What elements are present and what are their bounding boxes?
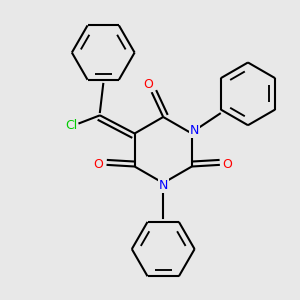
Text: N: N: [158, 179, 168, 192]
Text: Cl: Cl: [65, 119, 77, 132]
Text: O: O: [222, 158, 232, 171]
Text: N: N: [190, 124, 199, 137]
Text: O: O: [143, 78, 153, 92]
Text: O: O: [94, 158, 103, 171]
